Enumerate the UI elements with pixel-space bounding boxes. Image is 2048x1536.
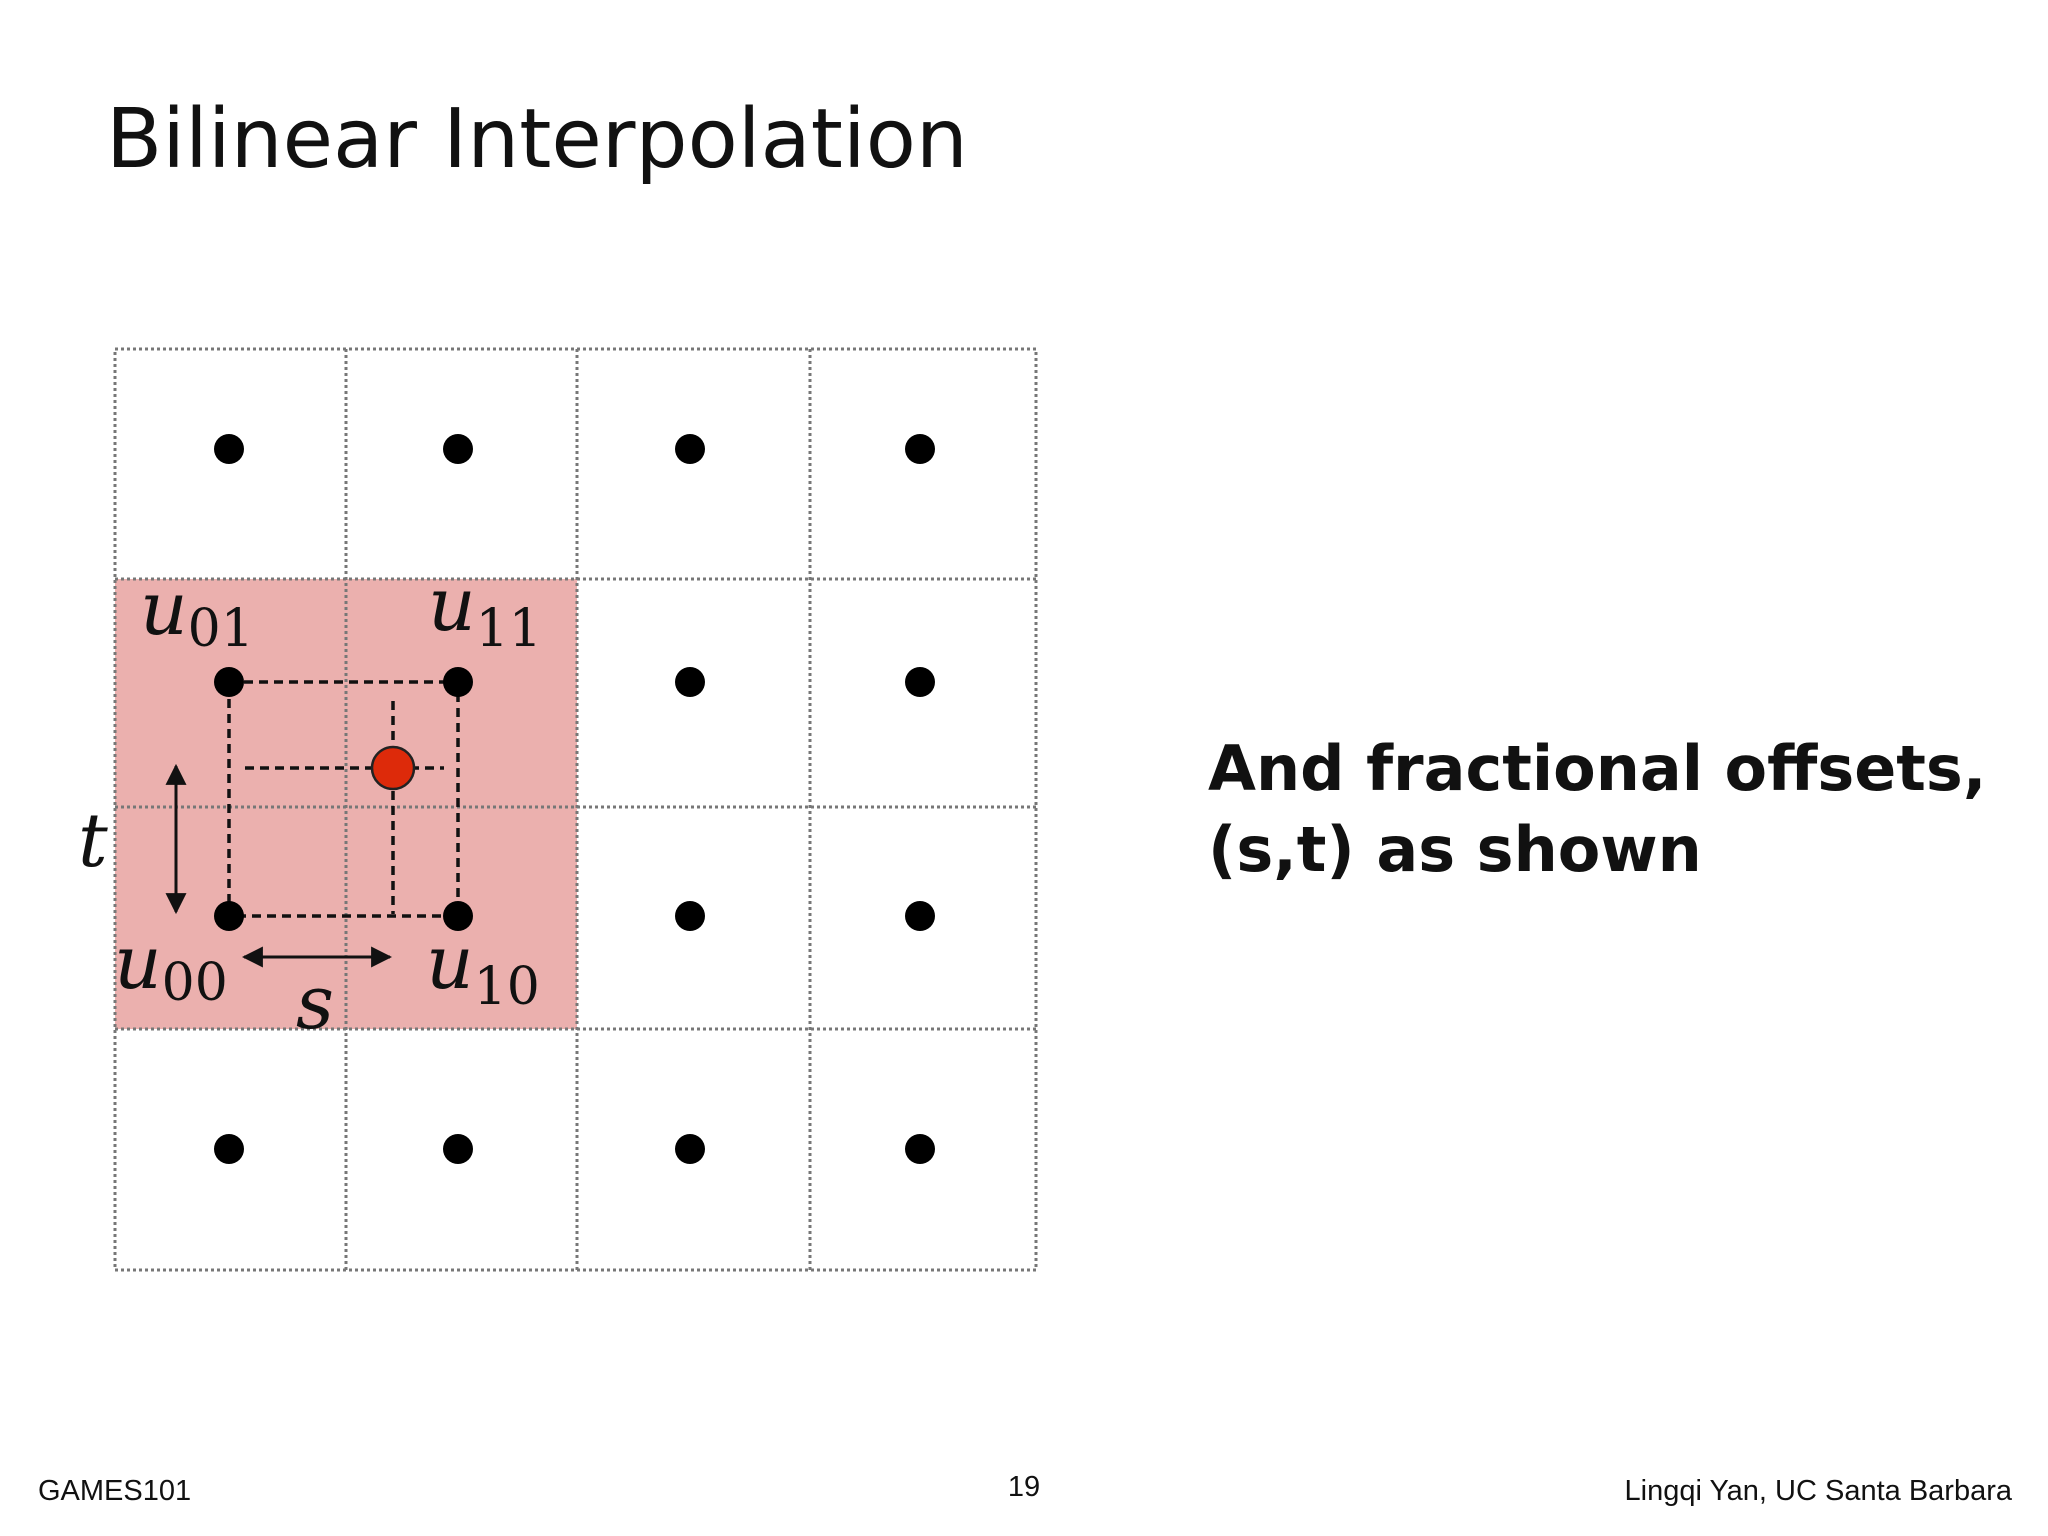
label-sub: 11 — [476, 599, 542, 659]
sample-dot — [675, 901, 705, 931]
label-base: u — [428, 562, 476, 648]
label-base: u — [426, 920, 474, 1006]
sample-dot — [443, 901, 473, 931]
page-number: 19 — [1008, 1471, 1040, 1503]
sample-dot — [905, 434, 935, 464]
label-sub: 01 — [188, 599, 254, 659]
u11-label: u11 — [428, 562, 542, 659]
sample-dot — [443, 1134, 473, 1164]
label-base: u — [114, 920, 162, 1006]
sample-dot — [443, 434, 473, 464]
sample-points — [214, 434, 935, 1164]
t-label: t — [78, 798, 108, 884]
s-label: s — [296, 960, 334, 1046]
body-text: And fractional offsets, — [1208, 732, 1986, 805]
slide-title: Bilinear Interpolation — [106, 92, 968, 187]
grid — [113, 347, 1038, 1272]
body-text: (s,t) as shown — [1208, 813, 1702, 886]
sample-dot — [214, 901, 244, 931]
label-sub: 10 — [474, 957, 540, 1017]
sample-dot — [214, 1134, 244, 1164]
interp-point — [370, 745, 416, 791]
dashed-square — [227, 680, 460, 918]
u10-label: u10 — [426, 920, 540, 1017]
footer-right: Lingqi Yan, UC Santa Barbara — [1625, 1475, 2013, 1507]
sample-dot — [675, 667, 705, 697]
label-base: u — [140, 566, 188, 652]
sample-dot — [905, 667, 935, 697]
u00-label: u00 — [114, 920, 228, 1013]
sample-dot — [675, 1134, 705, 1164]
label-sub: 00 — [162, 953, 228, 1013]
sample-dot — [905, 901, 935, 931]
sample-dot — [905, 1134, 935, 1164]
grid-border — [113, 347, 1038, 1272]
sample-dot — [675, 434, 705, 464]
sample-dot — [443, 667, 473, 697]
u01-label: u01 — [140, 566, 254, 659]
footer-left: GAMES101 — [38, 1475, 191, 1507]
sample-dot — [214, 434, 244, 464]
sample-dot — [214, 667, 244, 697]
